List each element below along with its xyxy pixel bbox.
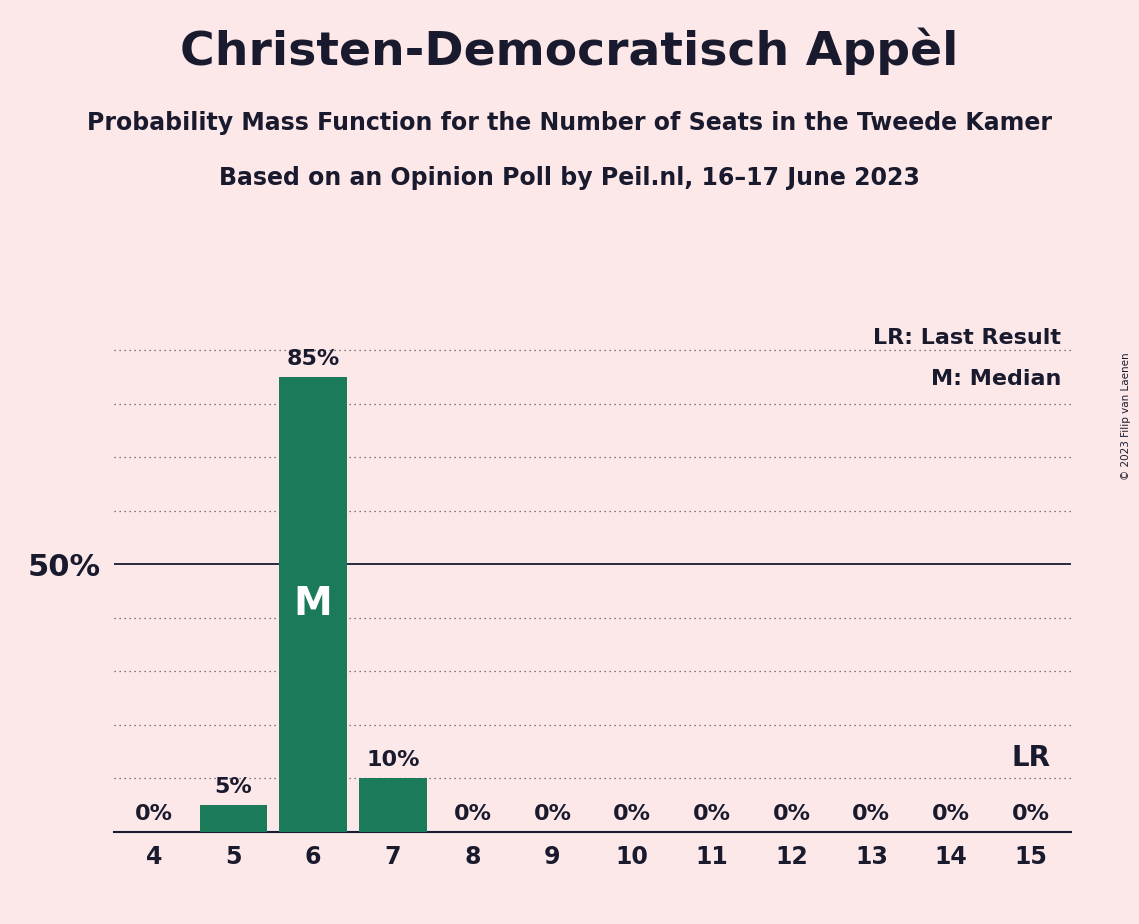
Text: M: Median: M: Median [931, 369, 1062, 389]
Text: 85%: 85% [287, 349, 339, 369]
Text: © 2023 Filip van Laenen: © 2023 Filip van Laenen [1121, 352, 1131, 480]
Text: 0%: 0% [772, 804, 811, 823]
Text: 0%: 0% [134, 804, 173, 823]
Text: M: M [294, 585, 333, 624]
Text: Probability Mass Function for the Number of Seats in the Tweede Kamer: Probability Mass Function for the Number… [87, 111, 1052, 135]
Text: LR: LR [1011, 744, 1050, 772]
Text: 10%: 10% [367, 750, 419, 770]
Text: 0%: 0% [613, 804, 652, 823]
Text: 0%: 0% [1011, 804, 1050, 823]
Text: LR: Last Result: LR: Last Result [874, 328, 1062, 348]
Text: 0%: 0% [693, 804, 731, 823]
Text: 0%: 0% [932, 804, 970, 823]
Bar [359, 778, 427, 832]
Text: 0%: 0% [852, 804, 891, 823]
Bar [279, 377, 347, 832]
Text: Christen-Democratisch Appèl: Christen-Democratisch Appèl [180, 28, 959, 75]
Text: 0%: 0% [453, 804, 492, 823]
Text: 0%: 0% [533, 804, 572, 823]
Bar [199, 805, 268, 832]
Text: 5%: 5% [214, 777, 253, 796]
Text: Based on an Opinion Poll by Peil.nl, 16–17 June 2023: Based on an Opinion Poll by Peil.nl, 16–… [219, 166, 920, 190]
